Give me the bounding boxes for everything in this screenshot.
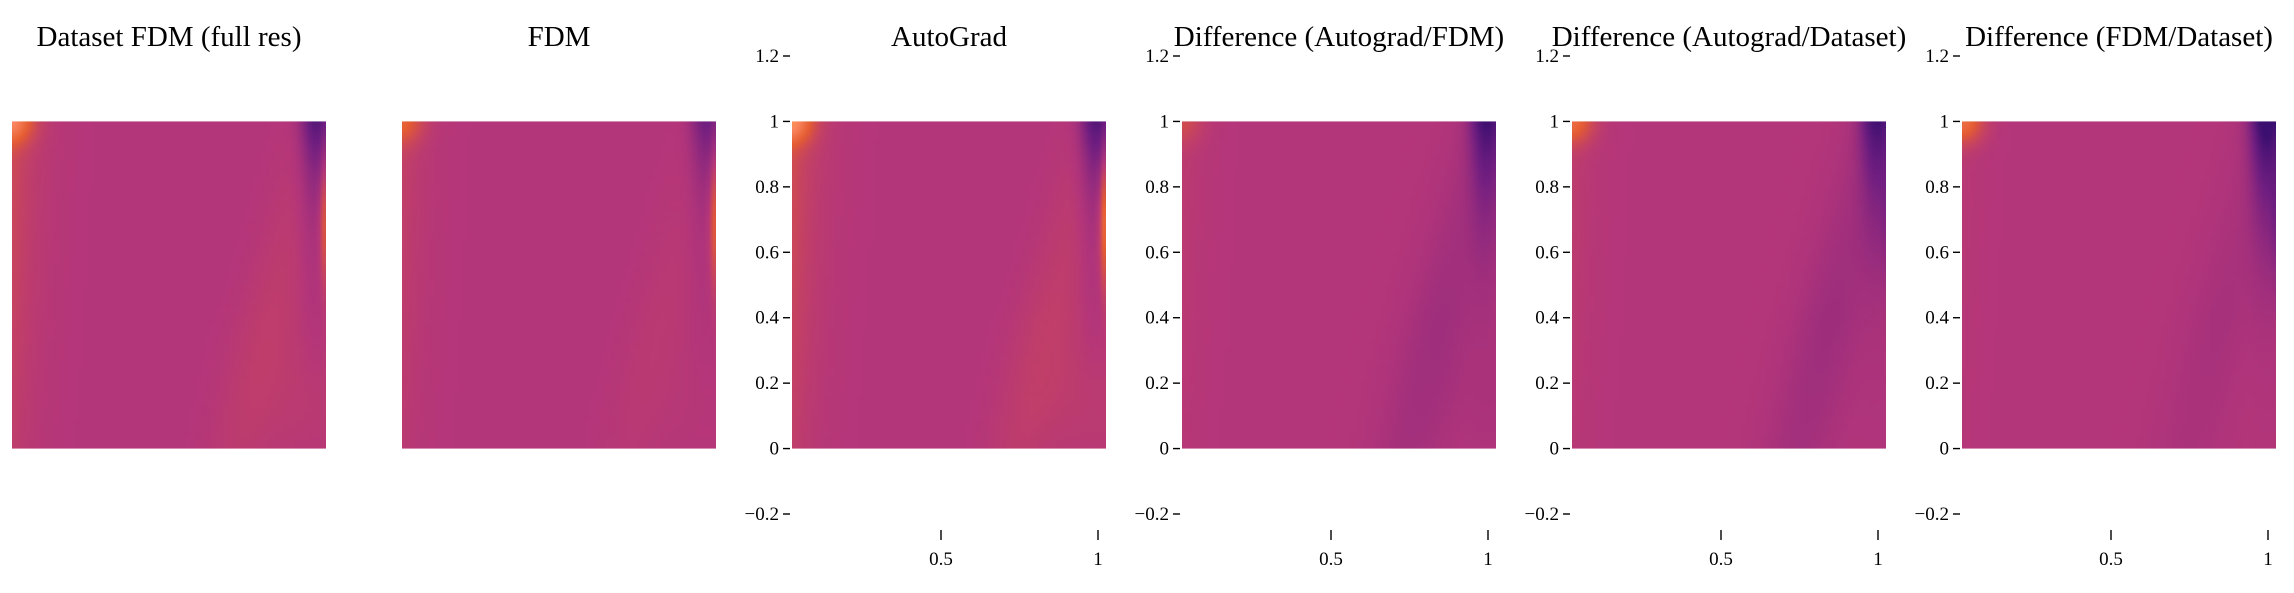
- heatmap-image: [402, 121, 716, 449]
- y-tick-label: 0.6: [1925, 242, 1949, 263]
- y-tick-label: 0.2: [755, 373, 779, 394]
- y-tick-label: 0.8: [1535, 177, 1559, 198]
- y-tick-label: 0.4: [1145, 308, 1169, 329]
- y-tick-label: 1.2: [1535, 46, 1559, 67]
- x-tick-label: 0.5: [929, 549, 953, 570]
- heatmap-image: [1962, 121, 2276, 449]
- y-tick-label: 1.2: [1925, 46, 1949, 67]
- x-tick-label: 1: [1093, 549, 1103, 570]
- y-tick-label: 0: [770, 439, 780, 460]
- y-tick-label: 0.8: [1925, 177, 1949, 198]
- panel-title: Difference (FDM/Dataset): [1965, 21, 2273, 53]
- x-tick-label: 1: [1483, 549, 1493, 570]
- x-tick-label: 0.5: [1709, 549, 1733, 570]
- y-tick-label: 0.8: [1145, 177, 1169, 198]
- panel-2: FDM: [402, 21, 716, 449]
- y-tick-label: 0: [1550, 439, 1560, 460]
- x-tick-label: 1: [2263, 549, 2273, 570]
- y-tick-label: −0.2: [1525, 504, 1559, 525]
- panels: Dataset FDM (full res) FDM AutoGrad 1.2 1 0.8…: [12, 21, 2276, 570]
- y-tick-label: 0: [1940, 439, 1950, 460]
- y-tick-label: −0.2: [1915, 504, 1949, 525]
- y-tick-label: 1: [770, 111, 780, 132]
- panel-title: Difference (Autograd/Dataset): [1552, 21, 1907, 53]
- y-tick-label: −0.2: [1135, 504, 1169, 525]
- panel-3: AutoGrad 1.2 1 0.8 0.6 0.4 0.2 0 −0.2 0.5 1: [745, 21, 1106, 570]
- y-tick-label: 1.2: [755, 46, 779, 67]
- y-tick-label: 0.4: [1535, 308, 1559, 329]
- panel-title: Difference (Autograd/FDM): [1174, 21, 1504, 53]
- y-tick-label: 0.8: [755, 177, 779, 198]
- y-tick-label: 0.2: [1145, 373, 1169, 394]
- panel-5: Difference (Autograd/Dataset)1.2 1 0.8 0.6 0…: [1525, 21, 1907, 570]
- panel-title: FDM: [528, 21, 591, 53]
- heatmap-image: [1182, 121, 1496, 449]
- y-tick-label: 0.2: [1925, 373, 1949, 394]
- heatmap-image: [12, 121, 326, 449]
- y-tick-label: 0.6: [1535, 242, 1559, 263]
- x-tick-label: 1: [1873, 549, 1883, 570]
- heatmap-image: [792, 121, 1106, 449]
- panel-4: Difference (Autograd/FDM)1.2 1 0.8 0.6 0.4 0.…: [1135, 21, 1505, 570]
- heatmap-image: [1572, 121, 1886, 449]
- panel-title: Dataset FDM (full res): [37, 21, 302, 53]
- x-tick-label: 0.5: [2099, 549, 2123, 570]
- y-tick-label: 0: [1160, 439, 1170, 460]
- y-tick-label: 1: [1940, 111, 1950, 132]
- x-tick-label: 0.5: [1319, 549, 1343, 570]
- y-tick-label: 1: [1550, 111, 1560, 132]
- panel-1: Dataset FDM (full res): [12, 21, 326, 449]
- y-tick-label: 0.2: [1535, 373, 1559, 394]
- y-tick-label: −0.2: [745, 504, 779, 525]
- y-tick-label: 0.4: [1925, 308, 1949, 329]
- panel-6: Difference (FDM/Dataset) 1.2 1 0.8 0.6 0.4 0.2…: [1915, 21, 2276, 570]
- y-tick-label: 1: [1160, 111, 1170, 132]
- y-tick-label: 0.6: [1145, 242, 1169, 263]
- y-tick-label: 1.2: [1145, 46, 1169, 67]
- y-tick-label: 0.6: [755, 242, 779, 263]
- y-tick-label: 0.4: [755, 308, 779, 329]
- panel-title: AutoGrad: [891, 21, 1007, 53]
